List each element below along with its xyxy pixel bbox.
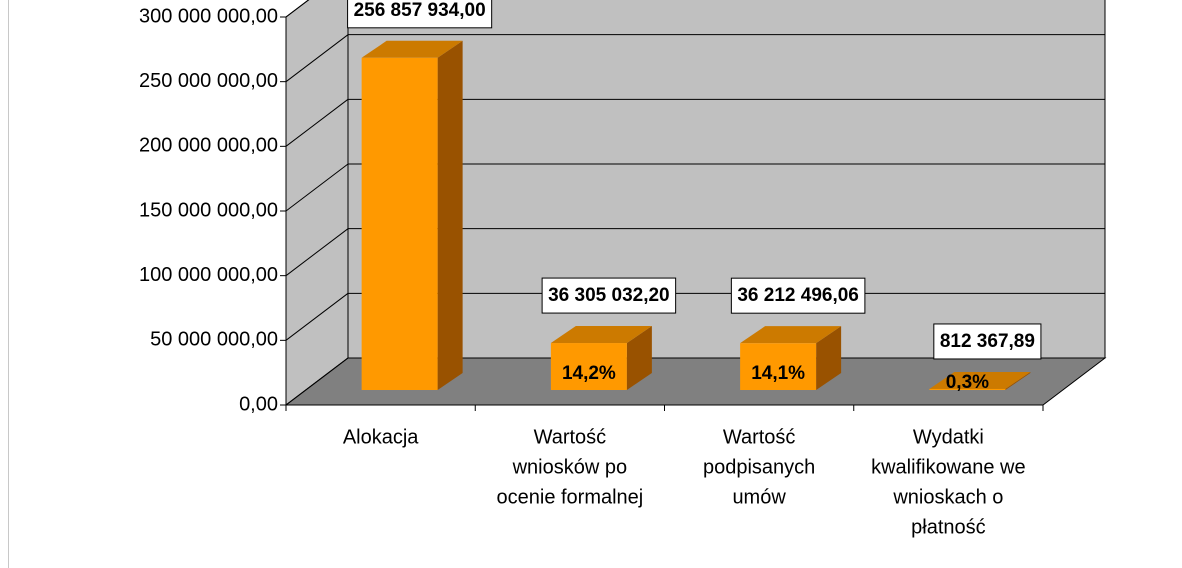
data-label: 812 367,89 — [940, 331, 1035, 352]
x-tick-label: Wartość — [723, 426, 796, 448]
share-label: 0,3% — [946, 372, 989, 393]
share-label: 14,1% — [751, 363, 805, 384]
x-tick-label: Alokacja — [343, 426, 419, 448]
y-tick-label: 200 000 000,00 — [139, 135, 278, 157]
bar — [361, 40, 463, 391]
x-tick-label: wnioskach o — [892, 486, 1003, 508]
x-tick-label: płatność — [911, 516, 986, 538]
x-tick-label: kwalifikowane we — [871, 456, 1026, 478]
x-tick-label: Wydatki — [913, 426, 984, 448]
data-label: 36 212 496,06 — [737, 285, 859, 306]
share-label: 14,2% — [562, 363, 616, 384]
data-label-box — [347, 0, 493, 29]
bar — [550, 326, 652, 390]
y-tick-label: 300 000 000,00 — [139, 5, 278, 27]
data-label: 36 305 032,20 — [548, 285, 670, 306]
bar-front — [361, 57, 438, 391]
grid-line — [285, 228, 349, 277]
bar-side — [626, 326, 652, 390]
y-tick-label: 100 000 000,00 — [139, 264, 278, 286]
bar — [740, 326, 842, 390]
bar-side — [816, 326, 842, 390]
x-tick-label: ocenie formalnej — [497, 486, 644, 508]
y-tick-label: 50 000 000,00 — [150, 329, 278, 351]
grid-line — [285, 34, 349, 83]
bar-front — [740, 343, 817, 390]
bar-side — [1005, 371, 1031, 390]
grid-line — [285, 163, 349, 212]
left-wall — [285, 0, 349, 407]
y-tick-label: 150 000 000,00 — [139, 199, 278, 221]
bar — [929, 371, 1031, 390]
bar-top — [550, 326, 652, 344]
y-tick-label: 250 000 000,00 — [139, 70, 278, 92]
x-tick-label: umów — [732, 486, 786, 508]
grid-line — [285, 292, 349, 341]
bar-front — [929, 388, 1006, 390]
bar-top — [929, 371, 1031, 389]
x-tick-label: podpisanych — [703, 456, 815, 478]
x-tick-label: Wartość — [534, 426, 607, 448]
data-label-box — [730, 277, 866, 314]
data-label-box — [541, 277, 677, 314]
data-label: 256 857 934,00 — [354, 0, 486, 21]
bar-side — [437, 40, 463, 391]
bar-top — [361, 40, 463, 58]
bar-front — [550, 343, 627, 390]
grid-line — [285, 0, 310, 18]
data-label-box — [933, 323, 1042, 360]
x-tick-label: wniosków po — [512, 456, 628, 478]
grid-line — [285, 357, 349, 406]
bar-top — [740, 326, 842, 344]
grid-line — [285, 98, 349, 147]
y-tick-label: 0,00 — [239, 393, 278, 415]
